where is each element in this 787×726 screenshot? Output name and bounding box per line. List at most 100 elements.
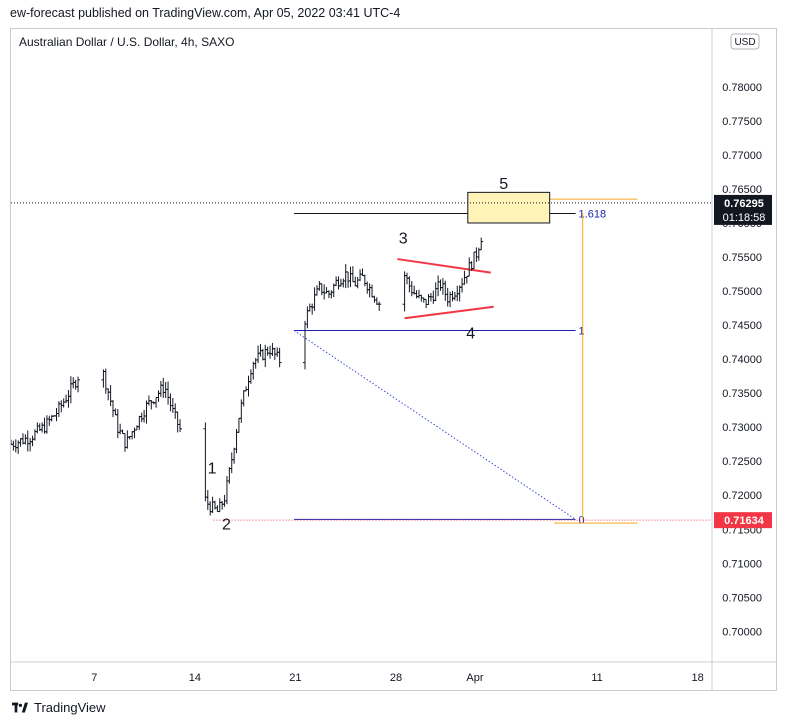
ohlc-bar (18, 438, 23, 447)
wave-label: 2 (222, 516, 231, 533)
ohlc-bar (25, 430, 30, 452)
ohlc-bar (54, 407, 59, 422)
ohlc-bar (232, 447, 237, 464)
ohlc-bar (210, 496, 215, 513)
y-tick-label: 0.78000 (722, 82, 762, 94)
ohlc-bar (317, 281, 322, 291)
ohlc-bar (322, 284, 327, 300)
ohlc-bar (346, 271, 351, 288)
ohlc-bar (170, 398, 175, 413)
ohlc-bar (370, 284, 375, 298)
ohlc-bar (467, 257, 472, 277)
ohlc-bar (341, 278, 346, 288)
low-price-badge (714, 512, 772, 529)
y-tick-label: 0.77500 (722, 116, 762, 128)
ohlc-bar (244, 386, 249, 392)
ohlc-bar (103, 368, 108, 394)
x-tick-label: 21 (289, 672, 301, 684)
ohlc-bar (166, 381, 171, 405)
ohlc-bar (479, 237, 484, 251)
y-tick-label: 0.73000 (722, 422, 762, 434)
ohlc-bar (414, 290, 419, 299)
fib-level-label: 1 (579, 326, 585, 338)
ohlc-bar (314, 285, 319, 296)
y-tick-label: 0.74500 (722, 320, 762, 332)
ohlc-bar (302, 320, 307, 370)
ohlc-bar (305, 306, 310, 329)
ohlc-bar (168, 393, 173, 412)
ohlc-bar (156, 390, 161, 402)
ohlc-bar (248, 369, 253, 384)
ohlc-bar (270, 342, 275, 356)
footer-brand: TradingView (34, 700, 106, 715)
ohlc-bar (13, 439, 18, 453)
publisher-line: ew-forecast published on TradingView.com… (10, 6, 401, 20)
ohlc-bar (445, 287, 450, 307)
ohlc-bar (372, 295, 377, 303)
ohlc-bar (464, 275, 469, 284)
currency-label: USD (734, 37, 755, 48)
ohlc-bar (47, 415, 52, 426)
last-price-value: 0.76295 (724, 198, 764, 210)
ohlc-bar (268, 345, 273, 359)
y-tick-label: 0.77000 (722, 150, 762, 162)
ohlc-bar (236, 417, 241, 433)
ohlc-bar (149, 400, 154, 410)
ohlc-bar (137, 415, 142, 430)
ohlc-bar (122, 433, 127, 452)
ohlc-bar (106, 388, 111, 401)
ohlc-bar (229, 452, 234, 474)
triangle-line (404, 305, 494, 320)
ohlc-bar (343, 264, 348, 289)
ohlc-bar (416, 289, 421, 299)
last-price-badge (714, 194, 772, 225)
ohlc-bar (426, 293, 431, 305)
ohlc-bar (421, 297, 426, 303)
ohlc-bar (134, 425, 139, 431)
ohlc-bar (334, 276, 339, 287)
ohlc-bar (407, 276, 412, 293)
ohlc-bar (474, 247, 479, 262)
ohlc-bar (338, 278, 343, 287)
x-tick-label: Apr (466, 672, 483, 684)
ohlc-bar (173, 403, 178, 419)
y-tick-label: 0.74000 (722, 354, 762, 366)
chart-title: Australian Dollar / U.S. Dollar, 4h, SAX… (19, 35, 234, 49)
ohlc-bar (424, 298, 429, 309)
y-tick-label: 0.71000 (722, 558, 762, 570)
ohlc-bar (307, 303, 312, 312)
price-chart[interactable]: 1.618 1 0 1 2 3 4 5 Australian Dollar / U.S. D… (11, 29, 776, 690)
wave-label: 5 (499, 176, 508, 193)
wave-label: 3 (399, 230, 408, 247)
ohlc-bar (132, 427, 137, 439)
ohlc-bar (154, 396, 159, 408)
ohlc-bar (205, 489, 210, 511)
chart-frame[interactable]: 1.618 1 0 1 2 3 4 5 Australian Dollar / U.S. D… (10, 28, 777, 691)
ohlc-bar (448, 291, 453, 308)
ohlc-bar (208, 501, 213, 516)
ohlc-bar (220, 500, 225, 510)
ohlc-bar (215, 505, 220, 513)
ohlc-bar (23, 434, 28, 445)
ohlc-bar (66, 390, 71, 408)
x-tick-label: 28 (390, 672, 402, 684)
ohlc-bar (11, 440, 16, 451)
ohlc-bar (440, 278, 445, 295)
ohlc-bar (44, 415, 49, 434)
y-tick-label: 0.75500 (722, 252, 762, 264)
ohlc-bar (265, 346, 270, 356)
ohlc-bar (353, 276, 358, 287)
ohlc-bar (260, 348, 265, 361)
ohlc-bar (125, 430, 130, 449)
ohlc-bar (175, 411, 180, 433)
ohlc-bar (319, 283, 324, 296)
ohlc-bar (64, 394, 69, 404)
ohlc-bar (450, 290, 455, 302)
ohlc-bar (241, 390, 246, 407)
candle-countdown: 01:18:58 (723, 212, 766, 224)
ohlc-bar (336, 276, 341, 290)
y-tick-label: 0.72000 (722, 490, 762, 502)
ohlc-bar (358, 269, 363, 282)
ohlc-bar (277, 347, 282, 368)
ohlc-bar (227, 467, 232, 484)
